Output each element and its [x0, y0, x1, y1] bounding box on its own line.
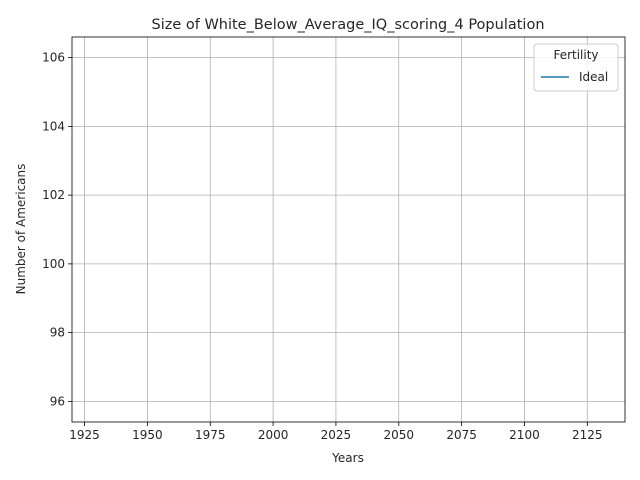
legend-box: [533, 43, 619, 92]
grid-lines: [72, 37, 625, 422]
y-tick-label: 98: [50, 326, 65, 340]
y-axis-ticks: 96 98 100 102 104 106: [42, 51, 72, 408]
x-axis-label: Years: [331, 451, 364, 465]
x-tick-label: 1950: [132, 428, 163, 442]
x-axis-ticks: 1925 1950 1975 2000 2025 2050 2075 2100 2125: [69, 422, 603, 442]
x-tick-label: 2075: [446, 428, 477, 442]
x-tick-label: 2125: [572, 428, 603, 442]
y-tick-label: 102: [42, 188, 65, 202]
x-tick-label: 2025: [321, 428, 352, 442]
legend-label-ideal: Ideal: [579, 70, 608, 84]
x-tick-label: 2100: [509, 428, 540, 442]
legend: Fertility Ideal: [533, 43, 619, 92]
y-tick-label: 104: [42, 119, 65, 133]
chart-title: Size of White_Below_Average_IQ_scoring_4…: [151, 17, 544, 33]
y-tick-label: 106: [42, 51, 65, 65]
x-tick-label: 1925: [69, 428, 100, 442]
y-tick-label: 100: [42, 257, 65, 271]
y-axis-label: Number of Americans: [14, 164, 28, 295]
x-tick-label: 2000: [258, 428, 289, 442]
y-tick-label: 96: [50, 394, 65, 408]
x-tick-label: 2050: [383, 428, 414, 442]
legend-title: Fertility: [553, 48, 598, 62]
plot-frame: [71, 36, 626, 423]
x-tick-label: 1975: [195, 428, 226, 442]
